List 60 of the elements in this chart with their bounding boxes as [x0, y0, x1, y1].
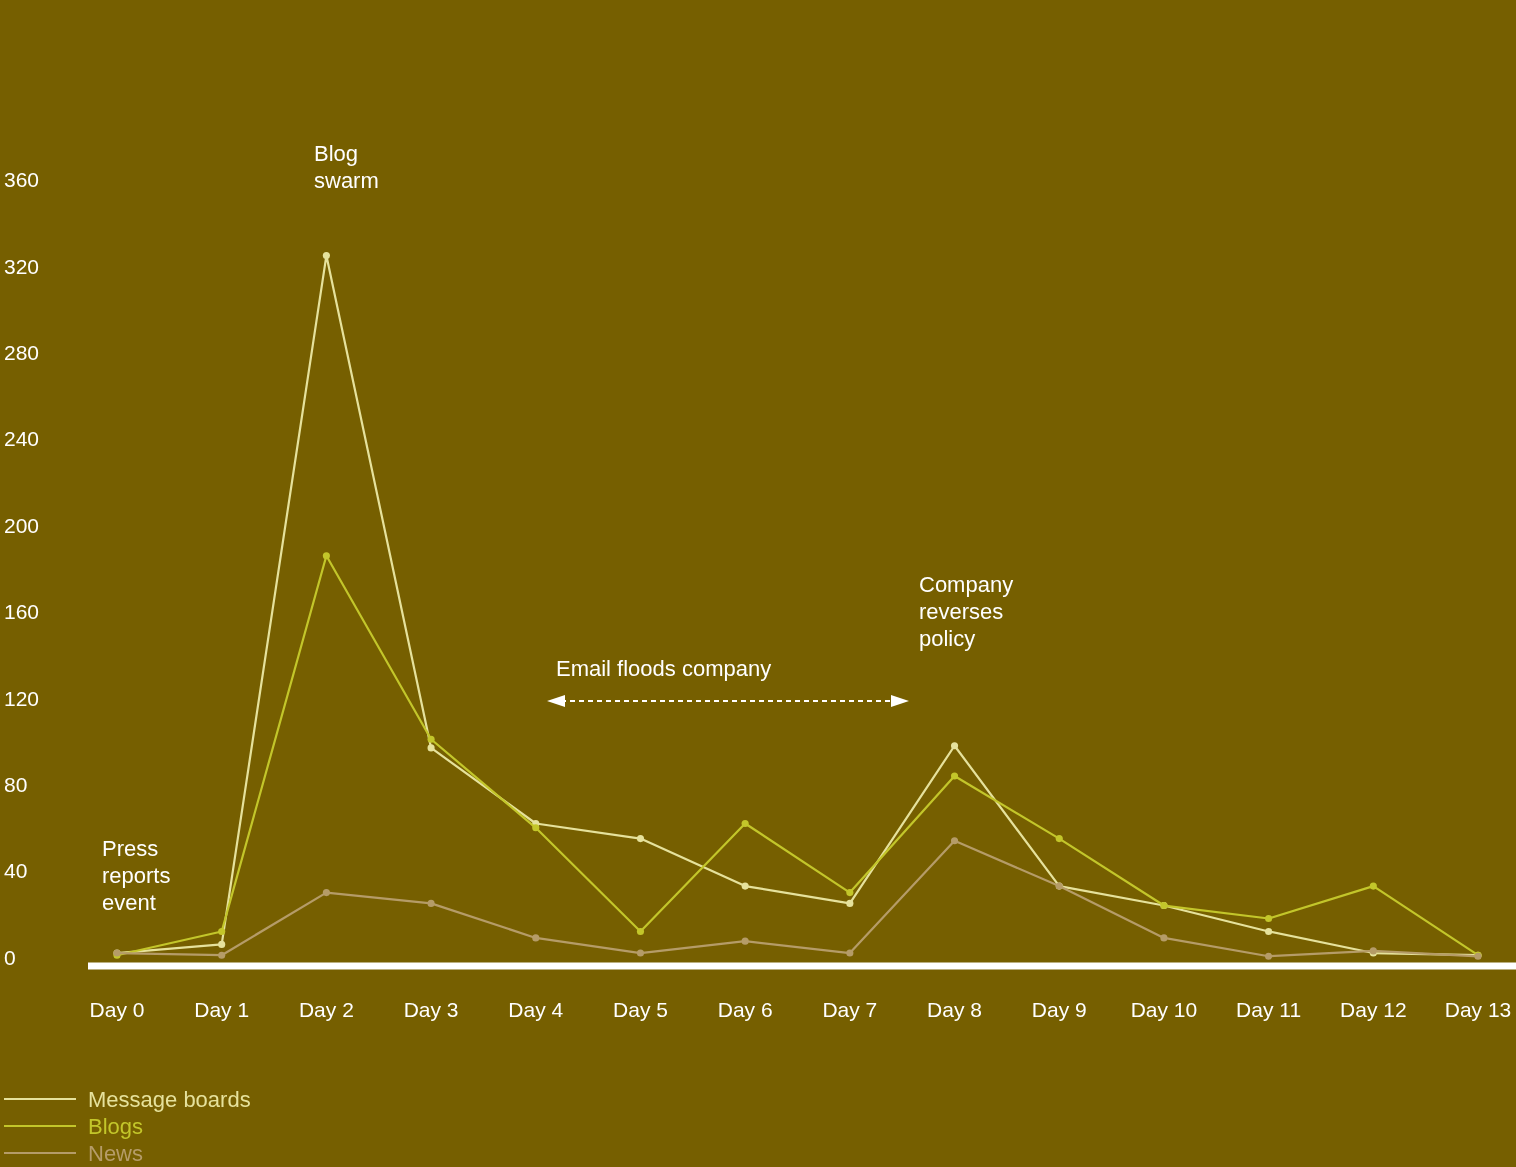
point [950, 772, 959, 780]
point [636, 949, 645, 957]
x-tick-label: Day 11 [1236, 998, 1302, 1022]
point [741, 882, 749, 890]
x-tick-label: Day 13 [1444, 998, 1512, 1022]
legend-label: Blogs [88, 1113, 144, 1139]
point [741, 937, 749, 945]
y-tick-label: 240 [4, 427, 40, 451]
point [1265, 927, 1273, 936]
y-tick-label: 40 [4, 859, 28, 883]
y-tick-label: 360 [4, 168, 40, 192]
point [1369, 882, 1377, 890]
y-tick-label: 280 [4, 341, 40, 365]
point [427, 735, 435, 743]
x-tick-label: Day 9 [1031, 998, 1087, 1022]
point [218, 951, 226, 959]
y-tick-label: 80 [4, 772, 28, 796]
point [846, 949, 854, 957]
x-tick-label: Day 8 [927, 998, 982, 1022]
point [1055, 835, 1063, 843]
y-tick-label: 0 [4, 945, 16, 969]
y-tick-label: 120 [4, 686, 40, 710]
point [636, 835, 645, 843]
x-tick-label: Day 7 [822, 998, 878, 1022]
point [218, 927, 226, 936]
point [532, 934, 540, 942]
x-tick-label: Day 4 [508, 998, 564, 1022]
annotation: Email floods company [556, 656, 772, 681]
point [846, 899, 854, 907]
point [1160, 934, 1168, 942]
point [741, 819, 749, 828]
point [1265, 952, 1273, 960]
point [322, 889, 330, 897]
y-tick-label: 320 [4, 254, 40, 278]
legend-label: Message boards [88, 1086, 251, 1112]
y-tick-label: 160 [4, 600, 40, 624]
point [846, 889, 854, 897]
point [950, 837, 959, 845]
point [322, 252, 330, 260]
point [1265, 914, 1273, 923]
annotation: Press reports event [102, 836, 171, 915]
x-tick-label: Day 3 [403, 998, 459, 1022]
x-tick-label: Day 0 [89, 998, 145, 1022]
point [950, 742, 959, 750]
point [427, 744, 435, 752]
annotation: Blog swarm [314, 141, 379, 193]
point [532, 824, 540, 832]
point [218, 940, 226, 948]
x-tick-label: Day 12 [1340, 998, 1407, 1022]
point [427, 899, 435, 907]
annotation: Company reverses policy [919, 572, 1014, 651]
x-tick-label: Day 10 [1130, 998, 1198, 1022]
x-tick-label: Day 2 [298, 998, 354, 1022]
y-tick-label: 200 [4, 513, 40, 537]
x-tick-label: Day 5 [613, 998, 668, 1022]
point [636, 927, 645, 936]
legend-label: News [88, 1140, 144, 1166]
x-tick-label: Day 1 [194, 998, 250, 1022]
point [322, 552, 330, 560]
x-tick-label: Day 6 [717, 998, 773, 1022]
